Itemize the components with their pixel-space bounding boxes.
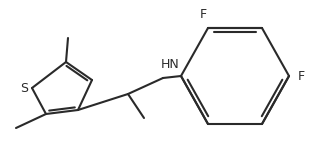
Text: F: F xyxy=(297,69,305,83)
Text: HN: HN xyxy=(161,59,179,72)
Text: S: S xyxy=(20,82,28,94)
Text: F: F xyxy=(200,7,207,21)
